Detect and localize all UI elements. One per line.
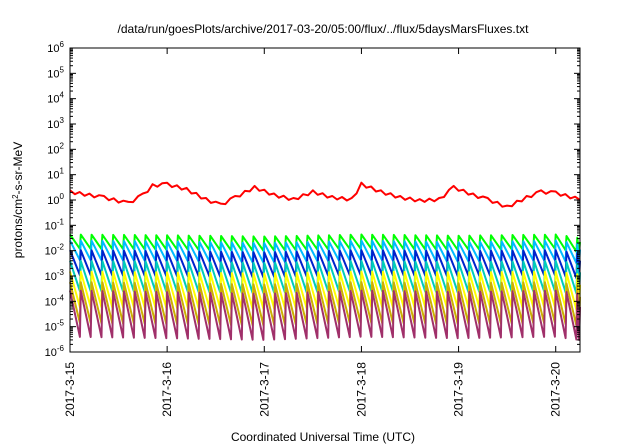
- series-line: [69, 289, 581, 341]
- y-tick-label: 10-5: [45, 319, 65, 334]
- y-tick-label: 104: [47, 91, 64, 106]
- y-tick-label: 10-2: [45, 243, 65, 258]
- x-tick-label: 2017-3-19: [452, 362, 466, 417]
- series-line: [69, 239, 581, 265]
- y-tick-label: 101: [47, 167, 64, 182]
- x-tick-label: 2017-3-16: [160, 362, 174, 417]
- series-layer: [69, 181, 581, 341]
- series-line: [69, 181, 581, 208]
- x-tick-label: 2017-3-17: [257, 362, 271, 417]
- y-axis-label-main: protons/cm: [11, 199, 25, 258]
- y-tick-label: 10-3: [45, 268, 65, 283]
- y-tick-label: 105: [47, 65, 64, 80]
- plot-frame: [69, 47, 581, 353]
- y-tick-label: 103: [47, 116, 64, 131]
- series-line: [69, 233, 581, 254]
- axis-layer: 10-6 10-5 10-4 10-3 10-2 10-1 100 101 102 103 104 1…: [45, 40, 580, 417]
- series-line: [69, 259, 581, 295]
- y-axis-label-superscript: 2: [11, 194, 20, 199]
- chart-title: /data/run/goesPlots/archive/2017-03-20/0…: [118, 22, 530, 36]
- y-tick-label: 10-1: [45, 217, 65, 232]
- y-axis-label-rest: -s-sr-MeV: [11, 142, 25, 195]
- y-tick-label: 100: [47, 192, 64, 207]
- series-line: [69, 270, 581, 312]
- y-tick-label: 106: [47, 40, 64, 55]
- x-tick-label: 2017-3-18: [354, 362, 368, 417]
- x-tick-label: 2017-3-15: [63, 362, 77, 417]
- x-axis-label: Coordinated Universal Time (UTC): [231, 430, 415, 444]
- series-line: [69, 249, 581, 280]
- y-tick-label: 102: [47, 141, 64, 156]
- series-line: [69, 281, 581, 327]
- y-tick-label: 10-6: [45, 344, 65, 359]
- y-axis-label: protons/cm2-s-sr-MeV: [11, 142, 25, 258]
- x-tick-label: 2017-3-20: [549, 362, 563, 417]
- y-tick-label: 10-4: [45, 293, 65, 308]
